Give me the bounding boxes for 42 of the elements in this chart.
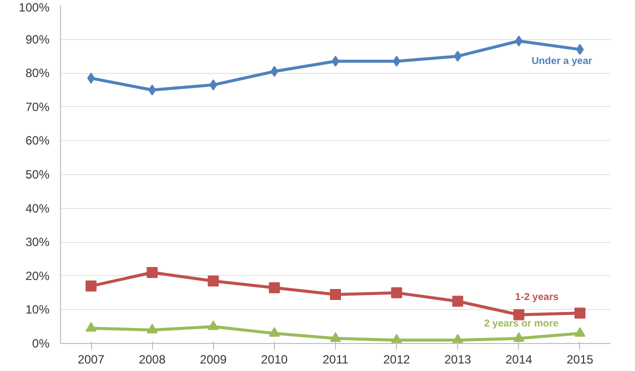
- point: [146, 267, 158, 278]
- point: [513, 309, 524, 320]
- point: [268, 282, 280, 294]
- point: [574, 308, 586, 319]
- x-tick-label: 2014: [505, 352, 533, 366]
- y-tick-label: 100%: [18, 0, 50, 14]
- y-tick-label: 10%: [25, 302, 50, 317]
- y-tick-label: 50%: [25, 168, 50, 182]
- point: [452, 296, 464, 307]
- point: [268, 327, 280, 337]
- point: [330, 288, 341, 300]
- y-tick-label: 60%: [25, 134, 50, 148]
- y-tick-label: 0%: [32, 336, 50, 350]
- x-tick-label: 2009: [200, 352, 227, 366]
- point: [513, 332, 524, 342]
- y-tick-label: 30%: [25, 235, 50, 250]
- x-tick-label: 2015: [566, 352, 594, 366]
- series-label: Under a year: [532, 56, 592, 68]
- y-tick-label: 90%: [25, 32, 50, 46]
- point: [454, 50, 462, 62]
- series-label: 2 years or more: [484, 318, 559, 330]
- point: [208, 320, 219, 330]
- x-tick-label: 2012: [383, 352, 410, 366]
- x-tick-label: 2010: [261, 352, 288, 366]
- point: [330, 332, 341, 342]
- point: [146, 324, 158, 334]
- x-tick-label: 2011: [322, 352, 349, 366]
- point: [208, 275, 219, 286]
- y-tick-label: 20%: [25, 268, 50, 283]
- x-tick-label: 2007: [78, 352, 105, 366]
- point: [574, 327, 586, 337]
- point: [148, 84, 156, 96]
- x-tick-label: 2008: [138, 352, 166, 366]
- y-tick-label: 40%: [25, 201, 50, 216]
- point: [86, 322, 97, 332]
- point: [86, 280, 97, 292]
- y-tick-label: 70%: [25, 100, 50, 114]
- point: [391, 287, 402, 298]
- series-label: 1-2 years: [515, 292, 559, 303]
- x-tick-label: 2013: [444, 352, 472, 366]
- point: [209, 79, 218, 90]
- y-tick-label: 80%: [25, 66, 50, 80]
